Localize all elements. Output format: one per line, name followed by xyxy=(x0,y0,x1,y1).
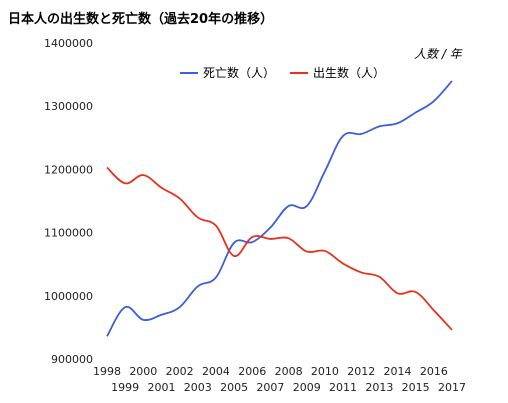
series-lines xyxy=(106,80,453,337)
y-tick-label: 900000 xyxy=(51,353,93,366)
y-tick-label: 1000000 xyxy=(44,290,93,303)
series-line-deaths xyxy=(106,80,453,337)
x-tick-label: 2006 xyxy=(238,365,266,378)
x-tick-label: 2001 xyxy=(147,381,175,394)
legend: 死亡数（人） 出生数（人） xyxy=(180,65,385,80)
x-tick-label: 2013 xyxy=(365,381,393,394)
y-axis: 900000 1000000 1100000 1200000 1300000 140000… xyxy=(44,37,93,366)
chart-title: 日本人の出生数と死亡数（過去20年の推移） xyxy=(8,11,273,27)
unit-label: 人数 / 年 xyxy=(414,47,464,61)
x-tick-label: 2002 xyxy=(166,365,194,378)
x-tick-label: 2011 xyxy=(329,381,357,394)
x-tick-label: 2017 xyxy=(438,381,466,394)
x-tick-label: 2016 xyxy=(420,365,448,378)
x-tick-label: 2003 xyxy=(184,381,212,394)
x-tick-label: 2015 xyxy=(402,381,430,394)
y-tick-label: 1200000 xyxy=(44,163,93,176)
x-tick-label: 2000 xyxy=(129,365,157,378)
x-tick-label: 2005 xyxy=(220,381,248,394)
y-tick-label: 1400000 xyxy=(44,37,93,50)
x-tick-label: 2014 xyxy=(384,365,412,378)
x-tick-label: 1998 xyxy=(93,365,121,378)
x-tick-label: 2007 xyxy=(256,381,284,394)
x-tick-label: 2008 xyxy=(275,365,303,378)
x-tick-label: 1999 xyxy=(111,381,139,394)
y-tick-label: 1100000 xyxy=(44,227,93,240)
x-tick-label: 2009 xyxy=(293,381,321,394)
x-axis: 1998 1999 2000 2001 2002 2003 2004 2005 2006 2007… xyxy=(93,365,466,394)
x-tick-label: 2010 xyxy=(311,365,339,378)
series-line-births xyxy=(106,166,453,331)
legend-label-births: 出生数（人） xyxy=(313,65,385,80)
y-tick-label: 1300000 xyxy=(44,100,93,113)
x-tick-label: 2004 xyxy=(202,365,230,378)
x-tick-label: 2012 xyxy=(347,365,375,378)
legend-label-deaths: 死亡数（人） xyxy=(203,65,275,80)
